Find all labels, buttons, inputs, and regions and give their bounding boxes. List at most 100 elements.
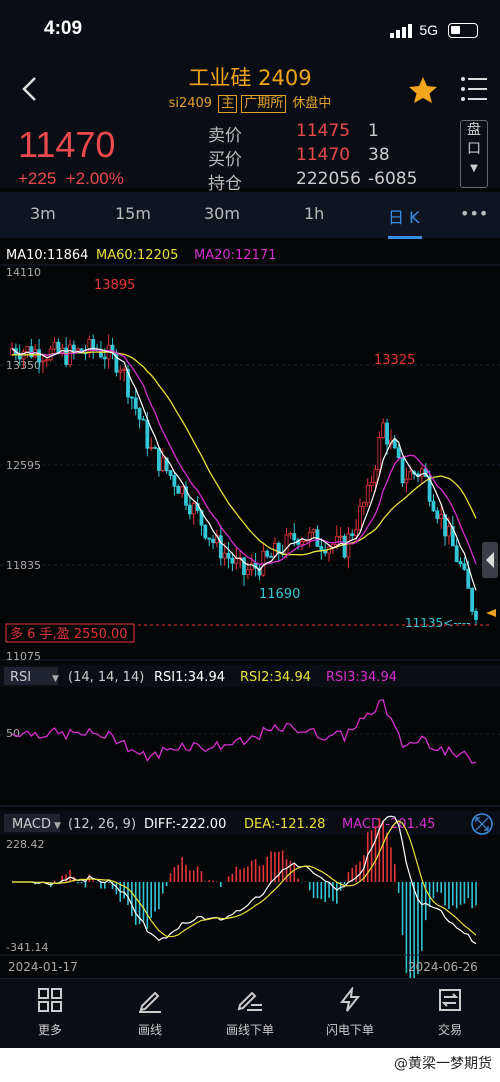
candle-body: [168, 470, 173, 476]
macd-diff: DIFF:-222.00: [144, 817, 226, 832]
draw-line-button[interactable]: 画线: [100, 979, 200, 1038]
pankou-char-1: 盘: [467, 122, 481, 138]
candle-body: [292, 533, 297, 541]
candle-body: [288, 533, 293, 536]
expand-icon[interactable]: [471, 813, 493, 835]
y-tick-1: 14110: [6, 266, 41, 279]
dea-line: [12, 820, 477, 938]
candle-body: [303, 540, 308, 543]
menu-icon[interactable]: [460, 76, 488, 102]
exchange-tag: 广期所: [241, 95, 287, 113]
position-box[interactable]: [5, 623, 135, 643]
tab-1h[interactable]: 1h: [304, 204, 325, 223]
candle-body: [331, 544, 335, 548]
candle-body: [423, 468, 428, 477]
oi-change: -6085: [368, 169, 418, 189]
candle-body: [137, 408, 142, 420]
draw-line-order-label: 画线下单: [225, 1023, 274, 1037]
bottom-toolbar: 更多 画线 画线下单 闪电下单 交易: [0, 978, 500, 1049]
order-book-button[interactable]: 盘 口 ▼: [460, 120, 488, 188]
candle-body: [381, 422, 386, 438]
active-tab-indicator: [388, 236, 422, 239]
candle-body: [458, 561, 463, 565]
candle-body: [164, 457, 169, 471]
candle-body: [207, 537, 212, 540]
macd-name: MACD: [12, 817, 51, 832]
candle-body: [126, 368, 130, 398]
candle-body: [153, 447, 157, 449]
macd-params: (12, 26, 9): [68, 817, 136, 832]
ma60-legend: MA60:12205: [96, 248, 178, 263]
oi-label: 持仓: [208, 174, 242, 194]
candle-body: [311, 529, 316, 533]
clock: 4:09: [44, 18, 83, 39]
expand-arrows: [475, 817, 489, 831]
flash-order-label: 闪电下单: [325, 1023, 374, 1037]
pen-icon: [139, 991, 161, 1013]
back-icon[interactable]: [20, 76, 40, 102]
watermark-bar: [0, 1048, 500, 1082]
candle-body: [56, 341, 61, 354]
watermark: @黄梁一梦期货: [394, 1056, 492, 1072]
candle-body: [245, 569, 250, 576]
candle-body: [230, 557, 235, 564]
draw-line-order-button[interactable]: 画线下单: [200, 979, 300, 1038]
candle-body: [269, 555, 273, 558]
candle-body: [470, 587, 475, 612]
date-end: 2024-06-26: [408, 960, 478, 974]
flash-order-button[interactable]: 闪电下单: [300, 979, 400, 1038]
candle-body: [203, 524, 208, 539]
y-tick-5: 11075: [6, 650, 41, 663]
trade-button[interactable]: 交易: [400, 979, 500, 1038]
tab-30m[interactable]: 30m: [204, 204, 240, 223]
rsi-name: RSI: [10, 670, 31, 685]
more-button[interactable]: 更多: [0, 979, 100, 1038]
candle-body: [261, 550, 266, 576]
candle-body: [392, 439, 397, 449]
rsi-selector[interactable]: [4, 667, 58, 685]
trade-icon: [439, 989, 461, 1011]
change-abs: +225: [18, 169, 57, 188]
status-bar: [0, 0, 500, 60]
high2-label: 13325: [374, 353, 415, 368]
draw-line-label: 画线: [137, 1023, 162, 1037]
favorite-star-icon[interactable]: [408, 76, 438, 104]
candle-body: [447, 526, 451, 537]
tab-15m[interactable]: 15m: [115, 204, 151, 223]
pankou-char-2: 口: [467, 141, 481, 157]
candle-body: [172, 475, 177, 487]
candle-body: [338, 535, 343, 538]
kline-chart[interactable]: MA10:11864 MA60:12205 MA20:12171 14110 1…: [0, 240, 500, 978]
candle-body: [396, 447, 401, 459]
candle-body: [435, 510, 440, 519]
macd-top-tick: 228.42: [6, 838, 45, 851]
candle-body: [133, 397, 138, 409]
candle-body: [300, 541, 304, 545]
candle-body: [319, 546, 324, 551]
candle-body: [91, 339, 96, 350]
contract-subtitle: si2409 主广期所 休盘中: [0, 92, 500, 113]
main-tag: 主: [218, 95, 238, 113]
macd-selector[interactable]: [4, 814, 60, 832]
rsi2-value: RSI2:34.94: [240, 670, 311, 685]
candle-body: [284, 534, 289, 555]
candle-body: [122, 368, 127, 371]
candle-body: [257, 567, 262, 576]
candle-body: [187, 504, 192, 515]
tab-3m[interactable]: 3m: [30, 204, 56, 223]
candle-body: [180, 486, 185, 494]
last-price: 11470: [18, 124, 116, 165]
candle-body: [431, 500, 436, 512]
more-tabs-icon[interactable]: •••: [460, 204, 489, 223]
candle-body: [466, 568, 471, 589]
signal-icon: [390, 24, 412, 38]
macd-bottom-tick: -341.14: [6, 941, 48, 954]
candle-body: [346, 533, 351, 558]
tab-daily[interactable]: 日 K: [388, 208, 420, 227]
bid-price: 11470: [296, 145, 351, 165]
rsi-dropdown-icon: ▼: [52, 674, 59, 684]
macd-value: MACD:-201.45: [342, 817, 436, 832]
candle-body: [218, 535, 223, 559]
candle-body: [462, 563, 467, 570]
candle-body: [102, 356, 107, 360]
